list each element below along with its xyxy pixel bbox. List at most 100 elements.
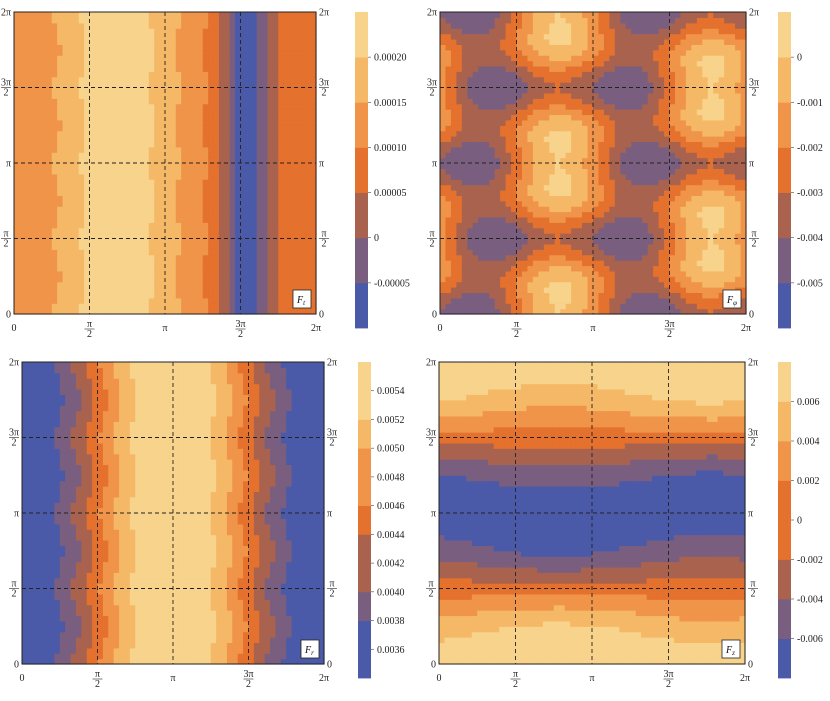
heatmap-cell [483, 38, 490, 45]
heatmap-cell [267, 22, 274, 29]
heatmap-cell [143, 146, 150, 153]
heatmap-cell [571, 211, 578, 218]
heatmap-cell [278, 308, 285, 315]
heatmap-cell [57, 125, 64, 132]
heatmap-cell [310, 130, 317, 137]
heatmap-cell [51, 206, 58, 213]
heatmap-cell [138, 136, 145, 143]
heatmap-cell [208, 87, 215, 94]
heatmap-cell [598, 303, 605, 310]
heatmap-cell [582, 222, 589, 229]
heatmap-cell [571, 168, 578, 175]
heatmap-cell [505, 254, 512, 261]
heatmap-cell [283, 109, 290, 116]
heatmap-cell [500, 308, 507, 315]
heatmap-cell [105, 130, 112, 137]
heatmap-cell [549, 141, 556, 148]
heatmap-cell [549, 60, 556, 67]
heatmap-cell [186, 297, 193, 304]
heatmap-cell [154, 71, 161, 78]
heatmap-cell [57, 276, 64, 283]
heatmap-cell [51, 173, 58, 180]
heatmap-cell [299, 28, 306, 35]
heatmap-cell [170, 184, 177, 191]
heatmap-cell [105, 163, 112, 169]
heatmap-cell [521, 136, 529, 143]
heatmap-cell [267, 195, 274, 202]
heatmap-cell [35, 92, 42, 99]
heatmap-cell [148, 71, 155, 78]
heatmap-cell [24, 55, 31, 62]
heatmap-cell [138, 98, 145, 105]
heatmap-cell [489, 281, 496, 288]
heatmap-cell [208, 119, 215, 126]
heatmap-cell [213, 260, 220, 267]
heatmap-cell [576, 227, 583, 234]
heatmap-cell [202, 28, 209, 35]
heatmap-cell [229, 33, 236, 40]
heatmap-cell [235, 292, 242, 299]
heatmap-cell [310, 146, 317, 153]
heatmap-cell [19, 303, 26, 310]
heatmap-cell [554, 157, 561, 164]
heatmap-cell [478, 168, 485, 175]
heatmap-cell [560, 38, 567, 45]
heatmap-cell [30, 308, 37, 315]
heatmap-cell [30, 249, 37, 256]
heatmap-cell [305, 189, 312, 196]
heatmap-cell [170, 146, 177, 153]
heatmap-cell [35, 60, 42, 67]
heatmap-cell [202, 44, 209, 51]
heatmap-cell [191, 195, 198, 202]
heatmap-cell [186, 82, 193, 89]
heatmap-cell [310, 168, 317, 175]
heatmap-cell [84, 28, 91, 35]
heatmap-cell [191, 184, 198, 191]
heatmap-cell [593, 49, 600, 56]
heatmap-cell [62, 157, 69, 164]
heatmap-cell [78, 297, 85, 304]
heatmap-cell [89, 114, 96, 121]
heatmap-cell [450, 114, 457, 121]
heatmap-cell [289, 227, 296, 234]
heatmap-cell [576, 152, 583, 159]
heatmap-cell [181, 270, 188, 277]
heatmap-cell [208, 98, 215, 105]
heatmap-cell [73, 82, 80, 89]
heatmap-cell [73, 44, 80, 51]
heatmap-cell [262, 87, 269, 94]
heatmap-cell [30, 60, 37, 67]
heatmap-cell [310, 287, 317, 294]
heatmap-cell [609, 136, 616, 143]
heatmap-cell [549, 103, 556, 110]
heatmap-cell [440, 136, 447, 143]
heatmap-cell [224, 297, 231, 304]
heatmap-cell [170, 55, 177, 62]
heatmap-cell [89, 71, 96, 78]
heatmap-cell [35, 287, 42, 294]
heatmap-cell [538, 292, 545, 299]
heatmap-cell [159, 238, 166, 245]
heatmap-cell [440, 92, 447, 99]
heatmap-cell [197, 38, 204, 45]
heatmap-cell [175, 125, 182, 132]
heatmap-cell [310, 249, 317, 256]
heatmap-cell [554, 55, 561, 62]
heatmap-cell [305, 17, 312, 24]
heatmap-cell [165, 92, 171, 99]
heatmap-cell [593, 260, 600, 267]
heatmap-cell [138, 109, 145, 116]
heatmap-cell [30, 260, 37, 267]
heatmap-cell [560, 200, 567, 207]
heatmap-cell [294, 22, 301, 29]
heatmap-cell [527, 146, 534, 153]
heatmap-cell [516, 17, 523, 24]
heatmap-cell [450, 44, 457, 51]
heatmap-cell [483, 200, 490, 207]
heatmap-cell [94, 125, 101, 132]
heatmap-cell [73, 163, 80, 169]
heatmap-cell [483, 168, 490, 175]
heatmap-cell [121, 98, 128, 105]
heatmap-cell [235, 38, 242, 45]
heatmap-cell [511, 141, 518, 148]
